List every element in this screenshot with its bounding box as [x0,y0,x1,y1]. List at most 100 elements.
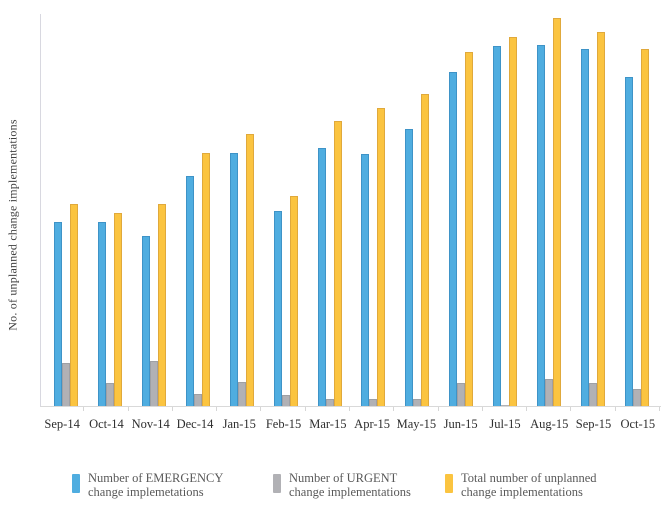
legend-item-urgent: Number of URGENT change implementations [273,471,411,499]
bar-group-apr-15 [361,14,386,406]
x-axis-tick [129,407,173,411]
x-axis-labels: Sep-14 Oct-14 Nov-14 Dec-14 Jan-15 Feb-15 Mar-… [40,417,660,432]
x-tick-label-nov-14: Nov-14 [131,417,170,431]
bar-group-sep-15 [581,14,606,406]
legend-label-emergency: Number of EMERGENCY change implemetation… [88,471,223,499]
bar-total-jul-15 [509,37,518,406]
bar-group-jul-15 [493,14,518,406]
x-tick-label-apr-15: Apr-15 [354,417,391,431]
bar-urgent-sep-15 [589,383,598,406]
legend-label-line: change implementations [461,485,583,499]
bar-total-jan-15 [245,134,254,406]
bar-emergency-sep-14 [54,222,62,406]
x-axis-tick [217,407,262,411]
legend-label-line: Number of EMERGENCY [88,471,224,485]
bar-urgent-apr-15 [369,399,378,406]
bar-group-dec-14 [185,14,210,406]
x-tick-label-oct-15: Oct-15 [620,417,656,431]
bar-total-apr-15 [377,108,386,406]
legend-label-line: Number of URGENT [289,471,398,485]
x-axis-tick [306,407,350,411]
bar-emergency-aug-15 [537,45,546,406]
x-tick-label-sep-15: Sep-15 [575,417,612,431]
x-tick-label-mar-15: Mar-15 [309,417,347,431]
bar-group-feb-15 [273,14,298,406]
x-tick-label-oct-14: Oct-14 [89,417,124,431]
legend-swatch-urgent [273,474,281,493]
bars-container [41,14,661,406]
x-axis-tick [84,407,129,411]
bar-group-aug-15 [537,14,562,406]
x-tick-label-aug-15: Aug-15 [530,417,569,431]
bar-total-oct-15 [640,49,649,406]
bar-group-jun-15 [449,14,474,406]
bar-urgent-oct-14 [105,383,114,406]
bar-urgent-jun-15 [457,383,466,406]
legend-label-urgent: Number of URGENT change implementations [289,471,411,499]
bar-urgent-dec-14 [193,394,202,406]
bar-emergency-jul-15 [493,46,502,406]
bar-emergency-oct-15 [624,77,633,406]
bar-emergency-oct-14 [97,222,106,406]
bar-total-nov-14 [157,204,166,406]
bar-group-mar-15 [317,14,342,406]
bar-group-nov-14 [141,14,166,406]
bar-urgent-oct-15 [632,389,641,406]
x-tick-label-may-15: May-15 [396,417,437,431]
bar-urgent-nov-14 [149,361,158,406]
legend-label-line: change implemetations [88,485,204,499]
x-tick-label-dec-14: Dec-14 [176,417,214,431]
bar-emergency-dec-14 [185,176,194,406]
bar-emergency-may-15 [405,129,414,406]
x-tick-label-jan-15: Jan-15 [222,417,256,431]
x-axis-tick [350,407,395,411]
bar-total-oct-14 [113,213,122,406]
bar-urgent-jan-15 [237,382,246,406]
bar-emergency-jan-15 [229,153,238,406]
bar-total-mar-15 [333,121,342,406]
bar-emergency-mar-15 [317,148,326,406]
x-axis-tick [173,407,218,411]
plot-area [40,14,661,407]
bar-total-dec-14 [201,153,210,406]
legend-label-line: change implementations [289,485,411,499]
x-axis-tick [571,407,616,411]
bar-group-jan-15 [229,14,254,406]
bar-group-sep-14 [54,14,78,406]
bar-emergency-nov-14 [141,236,150,406]
bar-urgent-feb-15 [281,395,290,406]
x-axis-tick [439,407,483,411]
legend-item-total: Total number of unplanned change impleme… [445,471,597,499]
legend-label-line: Total number of unplanned [461,471,597,485]
x-axis-tick [394,407,439,411]
bar-total-feb-15 [289,196,298,406]
bar-emergency-sep-15 [581,49,590,406]
x-axis-tick [261,407,306,411]
x-tick-label-jul-15: Jul-15 [489,417,521,431]
bar-total-may-15 [421,94,430,406]
x-tick-label-feb-15: Feb-15 [265,417,302,431]
bar-total-jun-15 [465,52,474,406]
bar-urgent-aug-15 [545,379,554,406]
bar-urgent-mar-15 [325,399,334,406]
bar-group-oct-14 [97,14,122,406]
legend-item-emergency: Number of EMERGENCY change implemetation… [72,471,223,499]
x-axis-tick [527,407,572,411]
x-axis-tick [40,407,85,411]
bar-total-sep-15 [597,32,606,406]
legend-swatch-emergency [72,474,80,493]
legend-swatch-total [445,474,453,493]
x-axis-ticks [40,407,660,411]
bar-emergency-jun-15 [449,72,458,406]
bar-urgent-sep-14 [62,363,70,406]
y-axis-label: No. of unplanned change implementations [5,119,20,331]
bar-total-aug-15 [553,18,562,406]
bar-group-may-15 [405,14,430,406]
x-axis-tick [616,407,660,411]
bar-group-oct-15 [624,14,649,406]
x-tick-label-jun-15: Jun-15 [443,417,478,431]
x-tick-label-sep-14: Sep-14 [44,417,80,431]
bar-urgent-may-15 [413,399,422,406]
bar-total-sep-14 [70,204,78,406]
